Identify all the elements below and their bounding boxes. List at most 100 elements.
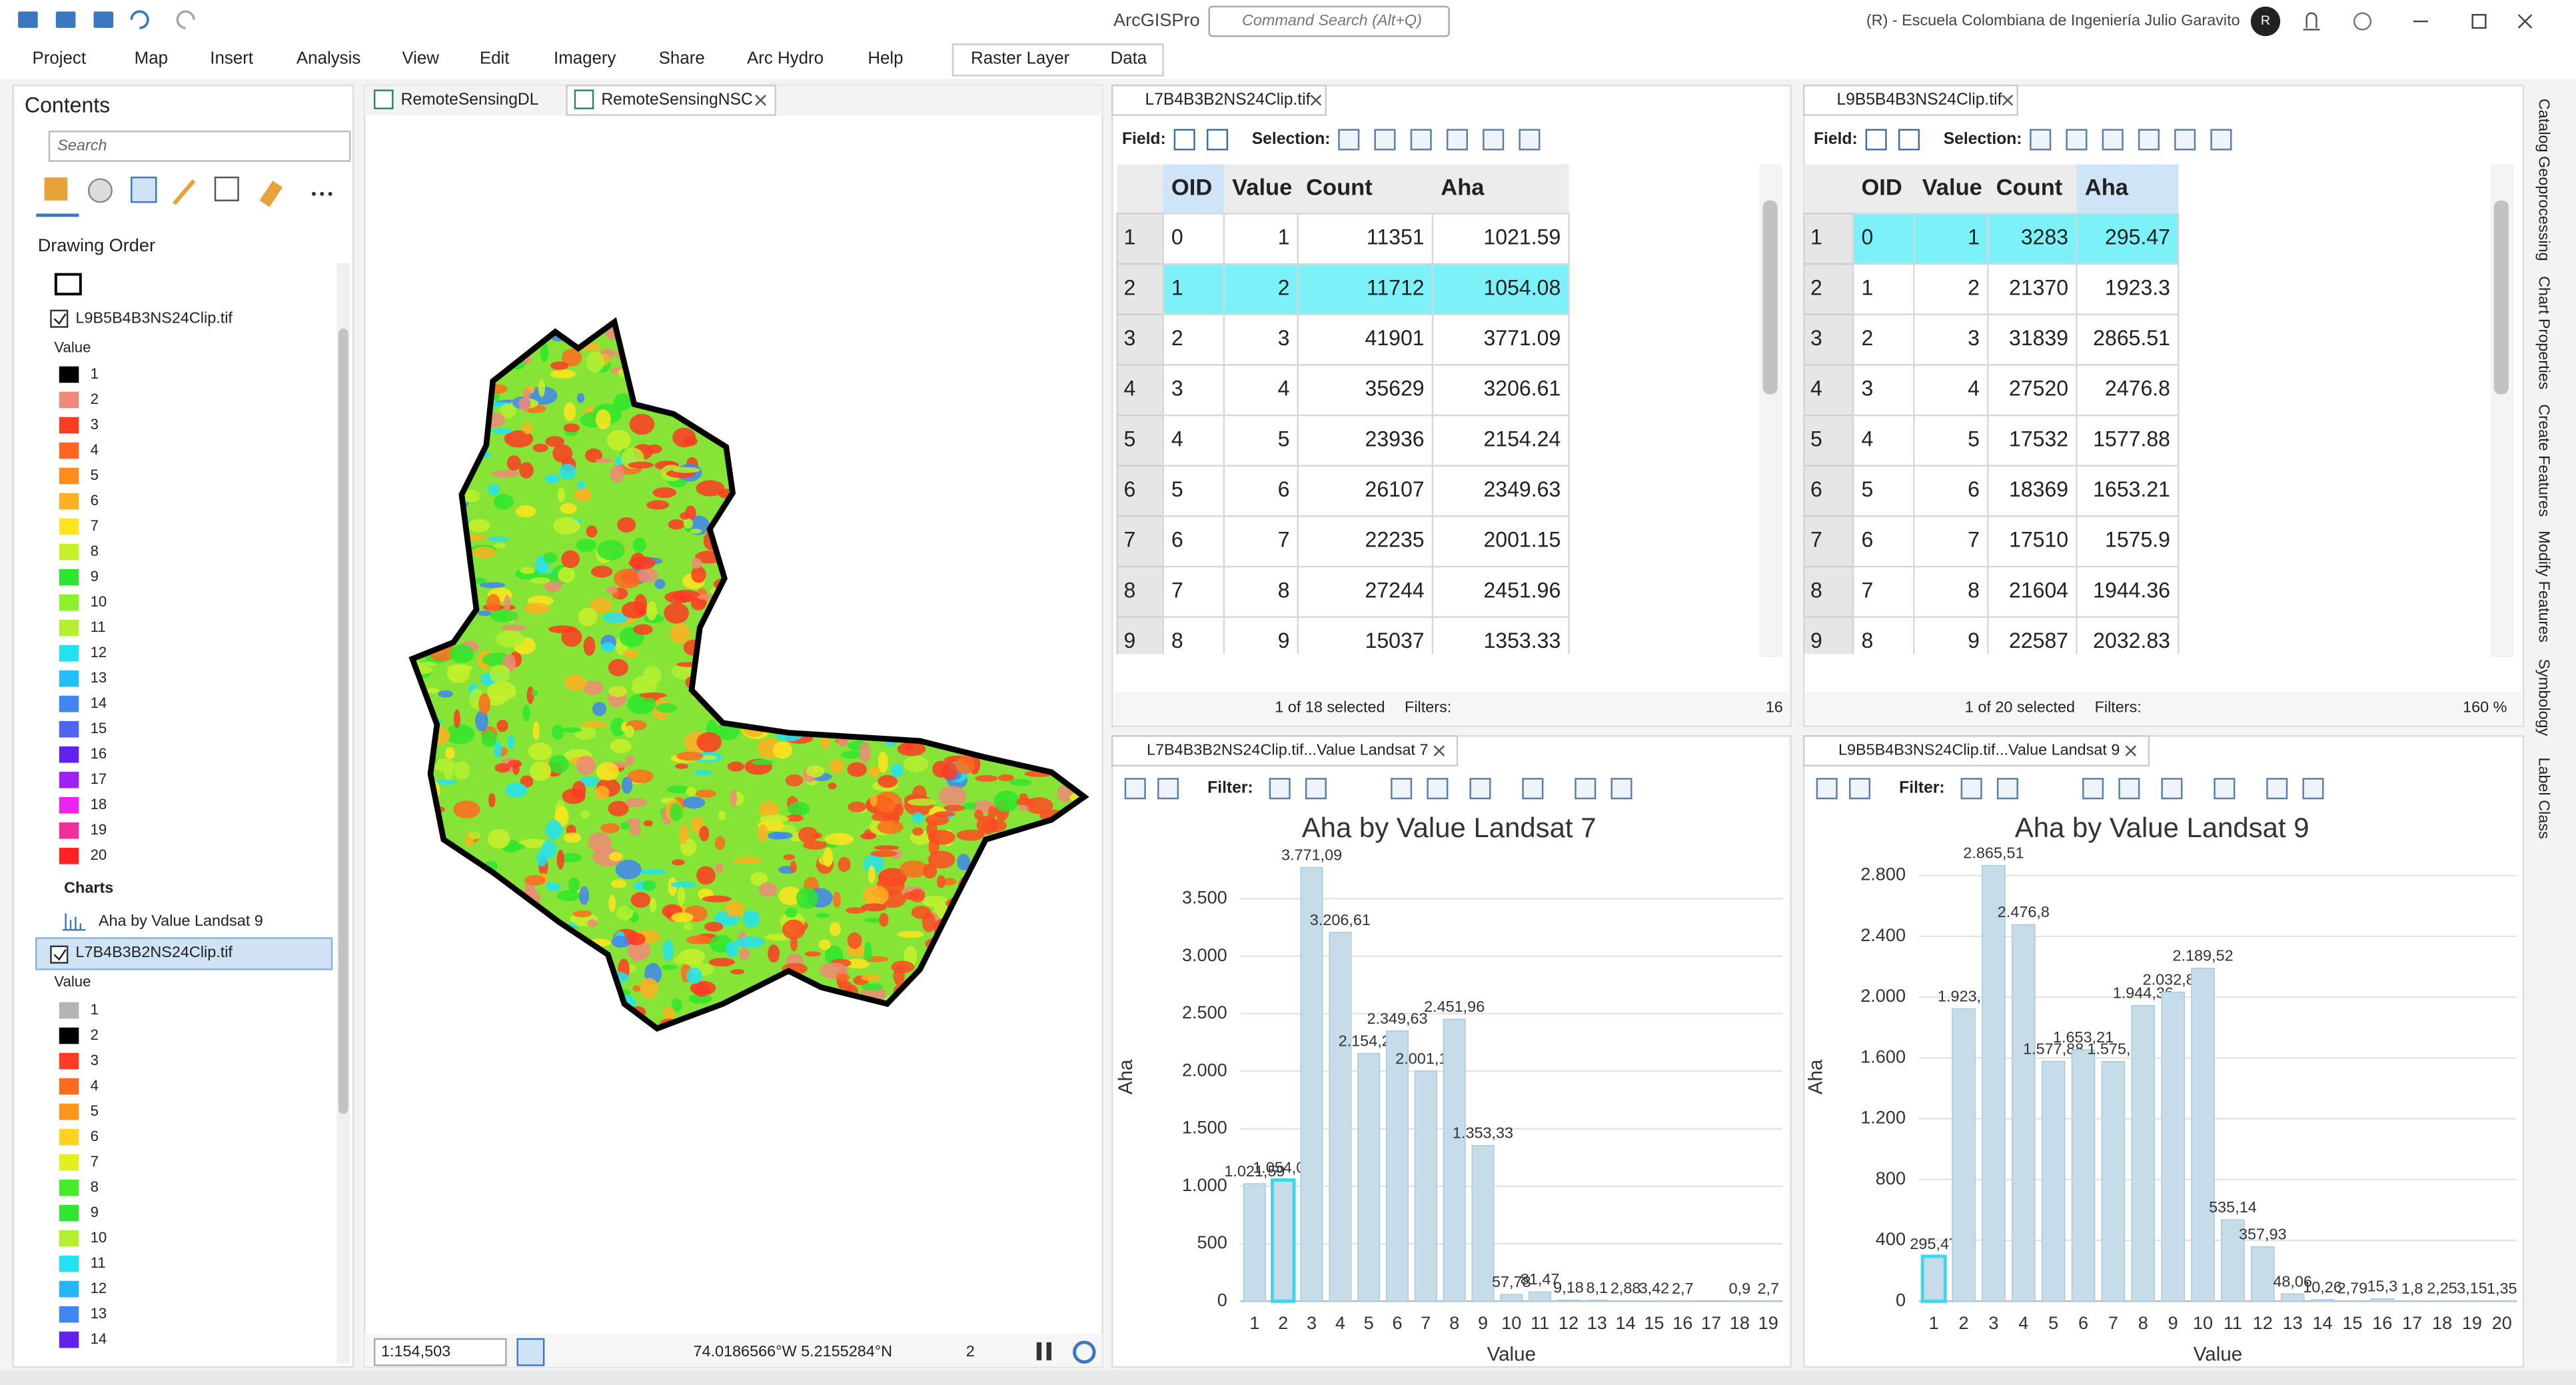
command-search-text[interactable]: Command Search (Alt+Q) (1242, 11, 1422, 29)
tab-close[interactable] (1433, 745, 1445, 756)
row[interactable] (1162, 213, 1570, 265)
bar[interactable] (1329, 932, 1352, 1302)
contents-search-text[interactable]: Search (57, 137, 107, 154)
help[interactable] (2353, 12, 2372, 31)
list-by-drawing-order[interactable] (44, 177, 68, 201)
list-by-source[interactable] (87, 178, 113, 203)
menu-tab[interactable]: Raster Layer (971, 49, 1070, 68)
map-tab[interactable]: RemoteSensingNSC (601, 91, 752, 109)
bar[interactable] (1642, 1300, 1666, 1302)
toolbar-icon[interactable] (1483, 129, 1505, 151)
menu-tab[interactable]: Insert (210, 49, 253, 68)
scroll-thumb[interactable] (2493, 200, 2509, 395)
tab-close[interactable] (2125, 745, 2137, 756)
list-by-snapping[interactable] (214, 176, 239, 201)
chart-tab[interactable] (1111, 735, 1459, 766)
toolbar-icon[interactable] (1305, 778, 1327, 800)
scroll-thumb[interactable] (1762, 200, 1778, 395)
tab-close[interactable] (1310, 95, 1322, 106)
chart-tab[interactable] (1802, 735, 2150, 766)
bar[interactable] (2280, 1293, 2305, 1302)
bar[interactable] (1557, 1299, 1580, 1302)
menu-tab[interactable]: Imagery (554, 49, 616, 68)
redo[interactable] (176, 10, 195, 29)
bar[interactable] (1357, 1052, 1381, 1302)
toolbar-icon[interactable] (2174, 129, 2196, 151)
contents-search[interactable] (48, 130, 351, 162)
bar[interactable] (2310, 1299, 2335, 1302)
column-header[interactable]: OID (1861, 175, 1902, 201)
toolbar-icon[interactable] (1996, 778, 2018, 800)
bar[interactable] (2101, 1061, 2126, 1302)
column-header[interactable]: Value (1922, 175, 1982, 201)
toolbar-icon[interactable] (1427, 778, 1449, 800)
bar[interactable] (2430, 1300, 2454, 1302)
bar[interactable] (1300, 866, 1323, 1302)
menu-tab[interactable]: Map (135, 49, 168, 68)
toolbar-icon[interactable] (1410, 129, 1432, 151)
table-tab-title[interactable]: L7B4B3B2NS24Clip.tif (1145, 91, 1310, 109)
dock-tab[interactable]: Symbology (2535, 659, 2553, 736)
more[interactable] (320, 191, 324, 196)
toolbar-icon[interactable] (1469, 778, 1491, 800)
dock-tab[interactable]: Label Class (2535, 757, 2553, 838)
row[interactable] (1852, 213, 2180, 265)
bar[interactable] (1270, 1178, 1296, 1303)
toolbar-icon[interactable] (2161, 778, 2183, 800)
toolbar-icon[interactable] (1374, 129, 1396, 151)
bar[interactable] (2251, 1246, 2275, 1302)
toolbar-icon[interactable] (2210, 129, 2232, 151)
toolbar-icon[interactable] (2302, 778, 2324, 800)
toolbar-icon[interactable] (2030, 129, 2052, 151)
menu-tab[interactable]: Edit (480, 49, 510, 68)
menu-tab[interactable]: Share (659, 49, 705, 68)
bar[interactable] (2370, 1298, 2395, 1302)
restore[interactable] (2471, 13, 2487, 29)
menu-tab[interactable]: View (402, 49, 439, 68)
table-tab[interactable] (1802, 84, 2018, 116)
toolbar-icon[interactable] (1446, 129, 1468, 151)
status-tool[interactable] (516, 1338, 545, 1366)
more[interactable] (328, 191, 332, 196)
chart-tab-title[interactable]: L9B5B4B3NS24Clip.tif...Value Landsat 9 (1838, 741, 2120, 758)
bar[interactable] (1243, 1183, 1266, 1302)
more[interactable] (311, 191, 316, 196)
layer-name[interactable]: L9B5B4B3NS24Clip.tif (75, 309, 233, 326)
row[interactable] (1852, 263, 2180, 316)
row[interactable] (1162, 313, 1570, 366)
bar[interactable] (1585, 1300, 1609, 1302)
toolbar-icon[interactable] (2082, 778, 2104, 800)
toolbar-icon[interactable] (2214, 778, 2236, 800)
row[interactable] (1852, 616, 2180, 668)
bar[interactable] (2191, 968, 2215, 1302)
command-search[interactable] (1208, 5, 1450, 37)
column-header[interactable]: Count (1996, 175, 2063, 201)
toolbar-icon[interactable] (1960, 778, 1982, 800)
toolbar-icon[interactable] (2102, 129, 2124, 151)
bar[interactable] (1414, 1070, 1437, 1302)
bar[interactable] (2071, 1049, 2096, 1302)
tab-close[interactable] (755, 95, 766, 106)
selected-layer[interactable] (35, 937, 333, 970)
dock-tab[interactable]: Create Features (2535, 404, 2553, 517)
close[interactable] (2517, 14, 2533, 29)
scale-box[interactable] (373, 1338, 507, 1366)
toolbar-icon[interactable] (2066, 129, 2088, 151)
bar[interactable] (1500, 1294, 1523, 1302)
notifications[interactable] (2303, 12, 2320, 31)
bar[interactable] (2012, 924, 2036, 1302)
menu-tab[interactable]: Project (32, 49, 86, 68)
active-map-tab[interactable] (566, 84, 776, 116)
layer-name[interactable]: L7B4B3B2NS24Clip.tif (75, 943, 233, 960)
scroll-thumb[interactable] (338, 329, 348, 1114)
row[interactable] (1162, 465, 1570, 517)
bar[interactable] (2340, 1300, 2365, 1302)
dock-tab[interactable]: Geoprocessing (2535, 156, 2553, 261)
list-by-editing[interactable] (173, 179, 196, 205)
column-header[interactable]: Aha (2085, 175, 2129, 201)
toolbar-icon[interactable] (2138, 129, 2160, 151)
menu-tab[interactable]: Data (1111, 49, 1147, 68)
table-tab-title[interactable]: L9B5B4B3NS24Clip.tif (1836, 91, 2002, 109)
toolbar-icon[interactable] (1519, 129, 1541, 151)
column-header[interactable]: OID (1171, 175, 1212, 201)
